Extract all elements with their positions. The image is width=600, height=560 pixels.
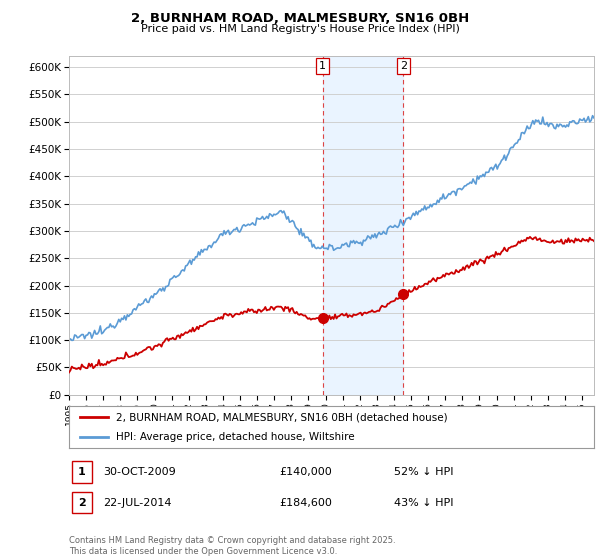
Text: 2: 2 bbox=[400, 61, 407, 71]
Text: 2: 2 bbox=[78, 498, 85, 507]
Text: 1: 1 bbox=[78, 467, 85, 477]
Text: HPI: Average price, detached house, Wiltshire: HPI: Average price, detached house, Wilt… bbox=[116, 432, 355, 442]
Text: £140,000: £140,000 bbox=[279, 467, 332, 477]
Text: 1: 1 bbox=[319, 61, 326, 71]
Bar bbox=[323, 56, 403, 395]
Bar bbox=[71, 492, 92, 514]
Text: Price paid vs. HM Land Registry's House Price Index (HPI): Price paid vs. HM Land Registry's House … bbox=[140, 24, 460, 34]
Bar bbox=[71, 461, 92, 483]
Text: £184,600: £184,600 bbox=[279, 498, 332, 507]
Text: Contains HM Land Registry data © Crown copyright and database right 2025.
This d: Contains HM Land Registry data © Crown c… bbox=[69, 536, 395, 556]
Text: 2, BURNHAM ROAD, MALMESBURY, SN16 0BH (detached house): 2, BURNHAM ROAD, MALMESBURY, SN16 0BH (d… bbox=[116, 412, 448, 422]
Text: 52% ↓ HPI: 52% ↓ HPI bbox=[395, 467, 454, 477]
Text: 43% ↓ HPI: 43% ↓ HPI bbox=[395, 498, 454, 507]
Text: 2, BURNHAM ROAD, MALMESBURY, SN16 0BH: 2, BURNHAM ROAD, MALMESBURY, SN16 0BH bbox=[131, 12, 469, 25]
Text: 22-JUL-2014: 22-JUL-2014 bbox=[103, 498, 172, 507]
Text: 30-OCT-2009: 30-OCT-2009 bbox=[103, 467, 176, 477]
